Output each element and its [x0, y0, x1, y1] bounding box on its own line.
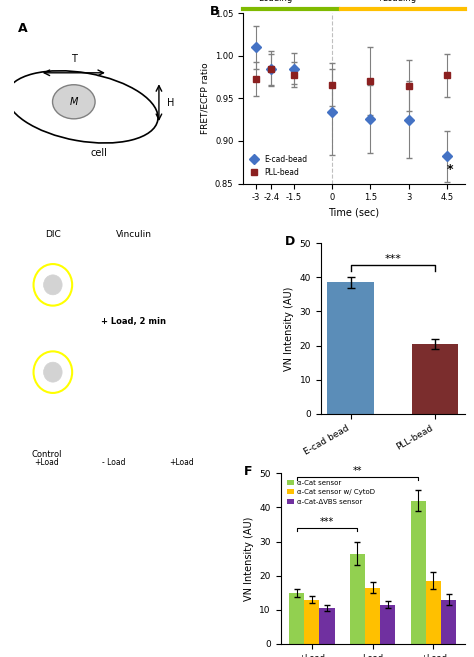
Text: *: * — [43, 487, 50, 501]
Bar — [441, 600, 456, 644]
Text: *: * — [178, 616, 185, 630]
Text: *: * — [178, 573, 185, 587]
Text: + Load, 2 min: + Load, 2 min — [101, 317, 166, 327]
Text: T: T — [71, 55, 77, 64]
Bar — [350, 553, 365, 644]
Text: *: * — [43, 616, 50, 630]
Text: *: * — [447, 163, 453, 175]
Bar — [411, 344, 458, 414]
Text: D: D — [285, 235, 295, 248]
Circle shape — [44, 362, 62, 382]
Text: E-cad bead: E-cad bead — [18, 318, 54, 323]
Bar — [304, 600, 319, 644]
Text: +Load: +Load — [34, 458, 59, 467]
Text: H: H — [167, 98, 174, 108]
Text: A: A — [18, 22, 27, 35]
Text: *: * — [43, 530, 50, 544]
Text: M: M — [70, 97, 78, 107]
Text: cell: cell — [91, 148, 108, 158]
Text: +Load: +Load — [169, 458, 194, 467]
Text: *: * — [178, 487, 185, 501]
Text: F: F — [244, 465, 252, 478]
Text: *: * — [43, 573, 50, 587]
Text: - Load: - Load — [102, 458, 126, 467]
Y-axis label: VN Intensity (AU): VN Intensity (AU) — [284, 286, 294, 371]
Text: *: * — [178, 530, 185, 544]
Bar — [328, 283, 374, 414]
Text: +Loading: +Loading — [376, 0, 416, 3]
Text: ***: *** — [384, 254, 401, 263]
Y-axis label: VN Intensity (AU): VN Intensity (AU) — [244, 516, 254, 600]
Text: *: * — [110, 616, 118, 630]
Text: B: B — [210, 5, 219, 18]
Bar — [365, 587, 380, 644]
Text: *: * — [110, 530, 118, 544]
Text: Vinculin: Vinculin — [116, 230, 152, 239]
X-axis label: Time (sec): Time (sec) — [328, 208, 379, 218]
Text: *: * — [110, 573, 118, 587]
Circle shape — [44, 275, 62, 295]
Text: ***: *** — [320, 517, 334, 527]
Legend: E-cad-bead, PLL-bead: E-cad-bead, PLL-bead — [247, 152, 310, 180]
Legend: α-Cat sensor, α-Cat sensor w/ CytoD, α-Cat-ΔVBS sensor: α-Cat sensor, α-Cat sensor w/ CytoD, α-C… — [284, 477, 377, 507]
Bar — [410, 501, 426, 644]
Y-axis label: FRET/ECFP ratio: FRET/ECFP ratio — [201, 62, 210, 134]
Text: PLL- bead: PLL- bead — [18, 405, 48, 411]
Bar — [289, 593, 304, 644]
Text: -Loading: -Loading — [257, 0, 293, 3]
Bar — [426, 581, 441, 644]
Text: **: ** — [353, 466, 362, 476]
Text: DIC: DIC — [45, 230, 61, 239]
Bar — [319, 608, 335, 644]
Text: *: * — [110, 487, 118, 501]
Ellipse shape — [53, 85, 95, 119]
Bar — [380, 604, 395, 644]
Text: Control: Control — [31, 450, 62, 459]
